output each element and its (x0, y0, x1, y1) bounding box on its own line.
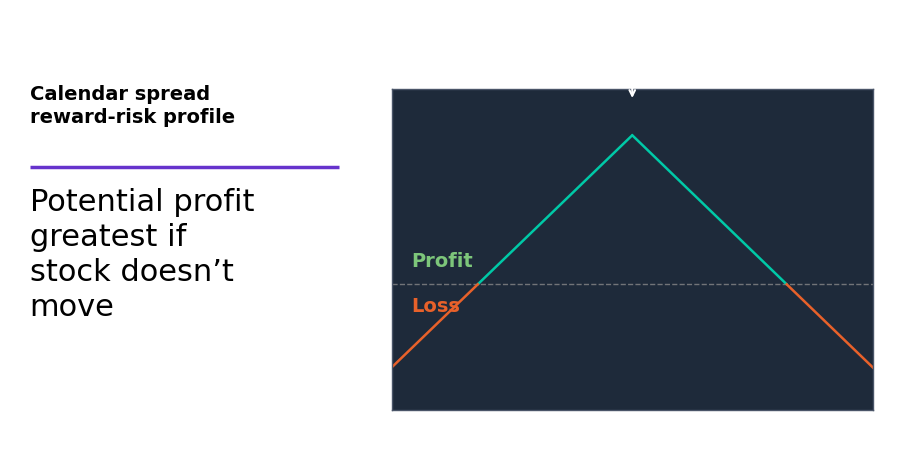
Text: Potential profit
greatest if
stock doesn’t
move: Potential profit greatest if stock doesn… (30, 188, 254, 322)
Text: Loss: Loss (410, 297, 460, 316)
Text: Strike price: Strike price (569, 33, 696, 53)
Text: Calendar spread
reward-risk profile: Calendar spread reward-risk profile (30, 85, 235, 127)
Text: ←— Stock price —→: ←— Stock price —→ (522, 427, 742, 447)
Text: Profit: Profit (410, 252, 473, 271)
